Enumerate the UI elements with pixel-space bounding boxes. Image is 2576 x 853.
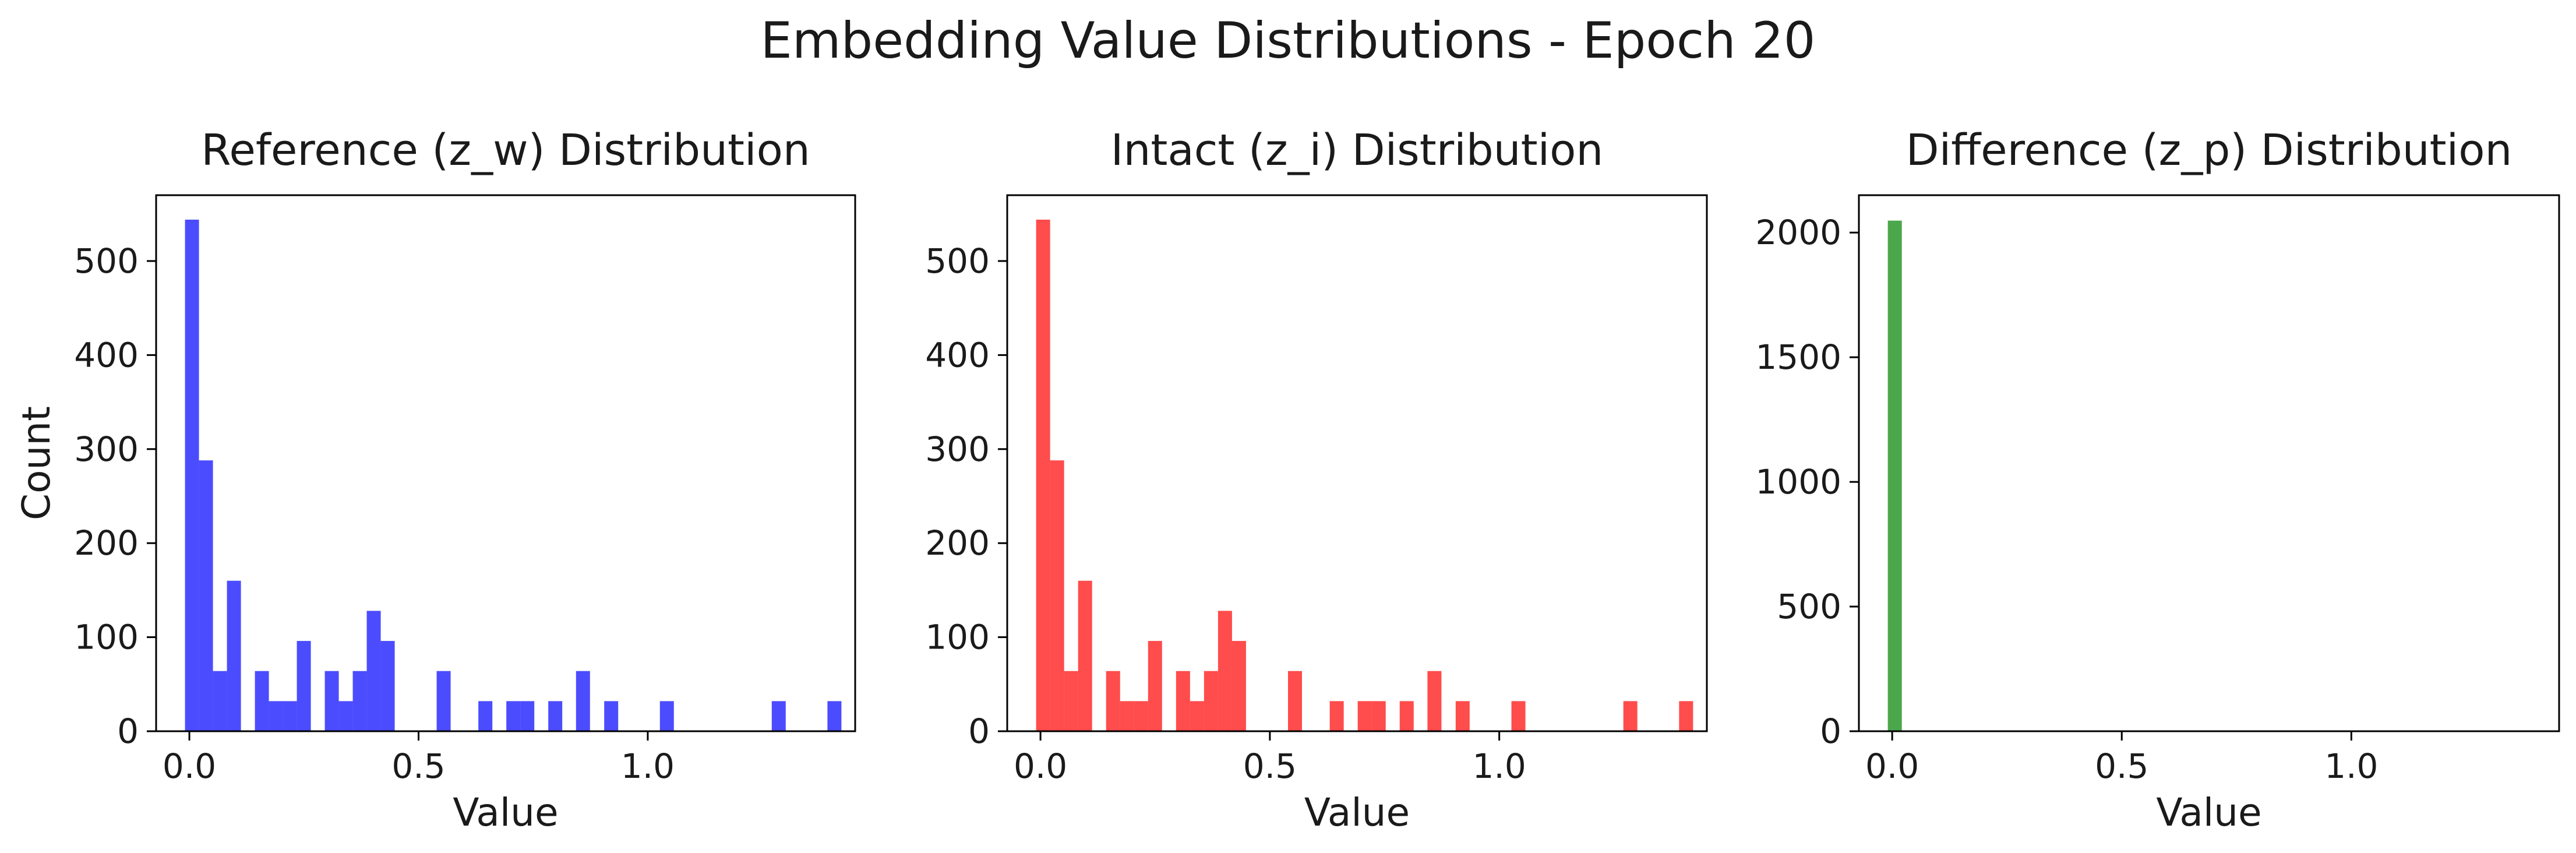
y-axis-label: Count: [14, 406, 59, 520]
histogram-bar: [506, 701, 521, 731]
histogram-bar: [1427, 671, 1442, 731]
histogram-bar: [1078, 580, 1092, 731]
histogram-bar: [1623, 701, 1638, 731]
histogram-bar: [338, 701, 353, 731]
histogram-bar: [478, 701, 493, 731]
histogram-bar: [1120, 701, 1134, 731]
x-axis-label: Value: [2156, 790, 2261, 835]
histogram-bar: [1050, 460, 1064, 731]
y-tick-label: 0: [117, 711, 139, 751]
histogram-bar: [1455, 701, 1470, 731]
histogram-bar: [1329, 701, 1344, 731]
histogram-bar: [1064, 671, 1078, 731]
histogram-bar: [1148, 641, 1162, 731]
histogram-bar: [1190, 701, 1204, 731]
x-tick-label: 1.0: [2324, 746, 2378, 786]
histogram-bar: [1287, 671, 1302, 731]
histogram-bar: [1204, 671, 1218, 731]
y-tick-label: 1500: [1755, 337, 1841, 377]
histogram-bar: [604, 701, 619, 731]
histogram-bar: [1036, 219, 1050, 731]
panel-title: Reference (z_w) Distribution: [201, 125, 810, 175]
y-tick-label: 100: [925, 618, 990, 657]
histogram-bar: [520, 701, 535, 731]
y-tick-label: 0: [1820, 711, 1841, 751]
x-tick-label: 1.0: [1473, 746, 1526, 786]
histogram-bar: [1399, 701, 1414, 731]
histogram-bar: [1106, 671, 1120, 731]
y-tick-label: 0: [968, 711, 990, 751]
x-tick-label: 0.5: [2095, 746, 2148, 786]
histogram-bar: [1176, 671, 1190, 731]
histogram-bar: [576, 671, 590, 731]
histogram-bar: [771, 701, 786, 731]
panel-title: Difference (z_p) Distribution: [1906, 125, 2513, 175]
histogram-bar: [1511, 701, 1526, 731]
y-tick-label: 300: [925, 429, 990, 469]
histogram-bar: [827, 701, 842, 731]
y-tick-label: 2000: [1755, 213, 1841, 252]
histogram-bar: [255, 671, 269, 731]
histogram-bar: [227, 580, 241, 731]
histogram-bar: [324, 671, 339, 731]
histogram-bar: [659, 701, 674, 731]
x-tick-label: 0.5: [391, 746, 445, 786]
y-tick-label: 500: [925, 241, 990, 281]
histogram-bar: [1134, 701, 1148, 731]
y-tick-label: 100: [74, 618, 139, 657]
histogram-bar: [297, 641, 311, 731]
x-tick-label: 0.0: [1865, 746, 1919, 786]
histogram-bar: [352, 671, 367, 731]
histogram-bar: [1371, 701, 1386, 731]
y-tick-label: 200: [925, 523, 990, 563]
histogram-bar: [366, 611, 381, 731]
histogram-bar: [283, 701, 297, 731]
histogram-bar: [1887, 220, 1902, 731]
x-axis-label: Value: [1304, 790, 1410, 835]
histogram-bar: [1357, 701, 1372, 731]
axes-frame: [1858, 194, 2560, 732]
y-tick-label: 500: [74, 241, 139, 281]
y-tick-label: 400: [925, 335, 990, 375]
y-tick-label: 300: [74, 429, 139, 469]
histogram-bar: [1218, 611, 1232, 731]
axes-frame: [155, 194, 856, 732]
figure-title: Embedding Value Distributions - Epoch 20: [760, 12, 1816, 70]
x-tick-label: 0.0: [163, 746, 216, 786]
y-tick-label: 1000: [1755, 462, 1841, 502]
histogram-bar: [1231, 641, 1246, 731]
x-tick-label: 1.0: [621, 746, 675, 786]
histogram-bar: [269, 701, 283, 731]
y-tick-label: 400: [74, 335, 139, 375]
histogram-bar: [1679, 701, 1693, 731]
x-tick-label: 0.0: [1014, 746, 1067, 786]
panel-title: Intact (z_i) Distribution: [1111, 125, 1604, 175]
histogram-bar: [380, 641, 395, 731]
histogram-bar: [199, 460, 213, 731]
histogram-bar: [213, 671, 227, 731]
histogram-bar: [548, 701, 563, 731]
x-axis-label: Value: [453, 790, 558, 835]
x-tick-label: 0.5: [1243, 746, 1297, 786]
histogram-bar: [185, 219, 199, 731]
y-tick-label: 200: [74, 523, 139, 563]
axes-frame: [1006, 194, 1708, 732]
y-tick-label: 500: [1777, 587, 1841, 626]
histogram-bar: [436, 671, 451, 731]
